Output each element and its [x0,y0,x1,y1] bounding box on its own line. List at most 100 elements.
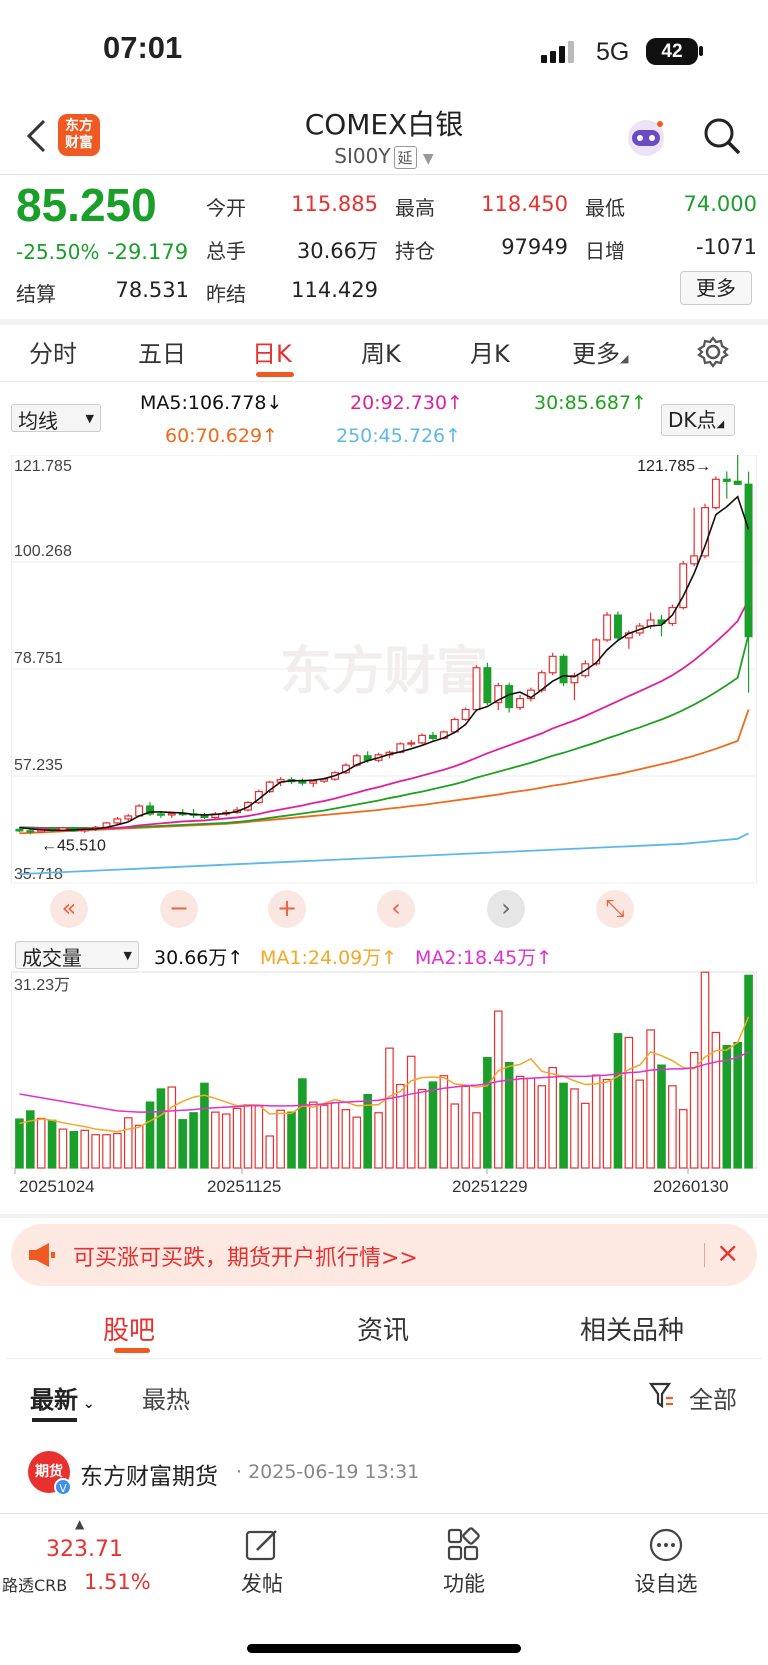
volume-value: 30.66万 [296,239,378,263]
gear-icon[interactable] [697,336,729,368]
daily-change-value: -1071 [695,235,757,259]
volume-bar [363,1093,372,1169]
banner-text[interactable]: 可买涨可买跌，期货开户抓行情>> [73,1246,418,1271]
zoom-out-button[interactable]: − [160,890,198,928]
volume-bar [483,1056,492,1169]
fast-backward-button[interactable]: « [50,890,88,928]
candlestick-chart[interactable]: 121.785 100.268 78.751 57.235 35.718 东方财富 121.… [11,455,757,935]
candle-body [418,734,427,744]
volume-bar [537,1085,547,1169]
volume-bar [221,1113,231,1169]
tab-weekly-k[interactable]: 周K [361,340,401,368]
chevron-left-icon[interactable] [24,118,48,154]
dk-label: DK点 [668,408,717,432]
volume-value-label: 30.66万↑ [154,947,244,969]
candle [461,707,470,721]
prev-button[interactable]: ‹ [377,890,415,928]
volume-bar [80,1129,90,1169]
tab-intraday[interactable]: 分时 [29,340,77,368]
volume-bar [602,1078,612,1169]
nav-watchlist[interactable]: 设自选 [626,1527,706,1598]
more-dots-icon [649,1528,683,1562]
index-value[interactable]: 323.71 [46,1537,123,1562]
volume-top-label: 31.23万 [14,977,70,994]
tab-forum[interactable]: 股吧 [103,1316,156,1346]
candle-body [309,780,318,784]
x-tick-label: 20251125 [207,1177,281,1196]
volume-bar [374,1112,383,1169]
high-label: 最高 [395,196,435,220]
volume-bar [678,1109,688,1169]
volume-chart[interactable]: 31.23万 20251024 20251125 20251229 20260130 [11,970,757,1210]
candle-body [461,708,470,721]
tab-more-label: 更多 [572,340,620,368]
next-button[interactable]: › [487,890,525,928]
volume-bar [515,1075,525,1169]
volume-bar [461,1085,470,1169]
sort-hot[interactable]: 最热 [142,1386,190,1414]
active-tab-underline [256,372,294,377]
last-price: 85.250 [16,179,157,231]
candle-body [548,655,557,674]
tab-news[interactable]: 资讯 [357,1316,410,1346]
y-tick-label: 121.785 [14,458,72,475]
nav-functions[interactable]: 功能 [424,1527,504,1598]
more-quote-button[interactable]: 更多 [680,271,752,305]
volume-bar [189,1112,198,1169]
volume-bar [243,1104,253,1169]
promo-banner[interactable] [11,1224,757,1286]
post-time: · 2025-06-19 13:31 [236,1461,420,1483]
filter-icon[interactable] [648,1381,676,1411]
volume-bar [232,1107,242,1169]
tab-five-day[interactable]: 五日 [138,340,186,368]
fullscreen-button[interactable]: ⤡ [596,890,634,928]
tab-daily-k[interactable]: 日K [252,340,292,368]
home-indicator [247,1644,521,1653]
volume-bar [123,1117,133,1169]
filter-all[interactable]: 全部 [689,1386,737,1414]
candle [722,471,731,499]
contract-code[interactable]: SI00Y 延 ▼ [0,144,768,169]
tab-monthly-k[interactable]: 月K [470,340,510,368]
tab-related[interactable]: 相关品种 [580,1316,685,1346]
candle [733,455,742,485]
network-label: 5G [596,38,630,66]
page-title: COMEX白银 [304,108,464,141]
zoom-in-button[interactable]: + [268,890,306,928]
volume-bar [689,1051,699,1169]
candle [559,653,568,687]
nav-post[interactable]: 发帖 [222,1527,302,1598]
candle [113,816,122,825]
candle-body [15,828,24,832]
grid-icon [447,1527,480,1561]
volume-bar [134,1124,144,1169]
candle [701,503,710,559]
ma-selector[interactable]: 均线 ▼ [11,404,101,433]
volume-selector[interactable]: 成交量 ▼ [15,941,139,970]
volume-bar [570,1088,579,1169]
sort-latest[interactable]: 最新 ⌄ [30,1380,95,1415]
search-icon[interactable] [702,116,742,156]
dk-point-button[interactable]: DK点◢ [661,404,735,436]
volume-bar [298,1078,307,1169]
active-tab-underline [114,1348,150,1353]
app-logo: 东方 财富 [58,114,100,156]
volume-bar [646,1029,655,1169]
tab-more[interactable]: 更多◢ [572,334,628,369]
vol-ma2-line [19,1051,749,1113]
candle [690,507,699,567]
low-label: 最低 [585,196,625,220]
candle-body [146,805,155,815]
candle [146,802,155,816]
close-icon[interactable]: × [716,1236,740,1269]
candle [548,652,557,676]
volume-bar [526,1077,536,1169]
post-author[interactable]: 东方财富期货 [80,1464,218,1490]
candle [407,739,416,747]
robot-icon[interactable] [624,116,668,158]
volume-bar [700,971,710,1169]
signal-icon [541,41,574,63]
volume-bar [385,1047,394,1169]
volume-bar [91,1134,100,1169]
candle-body [483,667,492,704]
